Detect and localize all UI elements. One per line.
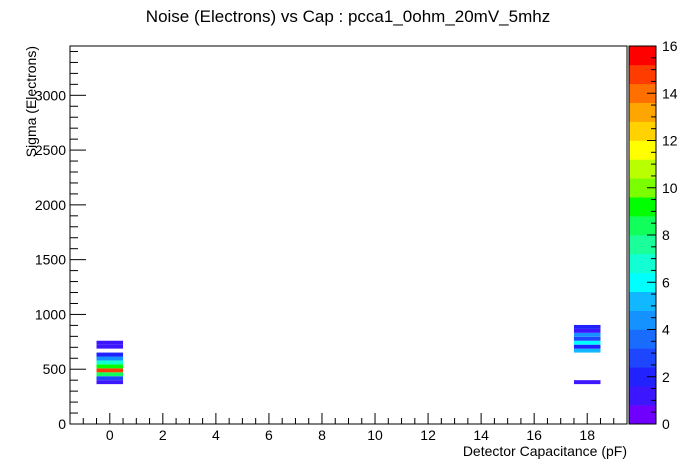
x-tick-label: 16 bbox=[526, 427, 542, 443]
color-scale-swatch bbox=[629, 197, 656, 217]
heatmap-bin bbox=[573, 336, 601, 341]
heatmap-bin bbox=[96, 356, 124, 361]
color-scale-swatch bbox=[629, 178, 656, 198]
color-scale-swatch bbox=[629, 64, 656, 85]
heatmap-bin bbox=[573, 340, 601, 345]
color-scale-swatch bbox=[629, 405, 656, 425]
x-axis: 0 2 4 6 8 10 12 14 16 18 bbox=[82, 413, 615, 443]
color-scale-swatch bbox=[629, 329, 656, 349]
color-scale-swatch bbox=[629, 386, 656, 406]
y-tick-label: 500 bbox=[43, 361, 67, 377]
heatmap-bin bbox=[573, 348, 601, 353]
x-tick-label: 12 bbox=[420, 427, 436, 443]
color-scale-swatch bbox=[629, 121, 656, 141]
x-axis-label: Detector Capacitance (pF) bbox=[463, 443, 627, 459]
color-scale-swatch bbox=[629, 253, 656, 274]
x-tick-label: 2 bbox=[159, 427, 167, 443]
z-tick-label: 14 bbox=[662, 85, 678, 101]
x-tick-label: 14 bbox=[473, 427, 489, 443]
color-scale-swatch bbox=[629, 310, 656, 330]
x-tick-label: 8 bbox=[318, 427, 326, 443]
x-tick-label: 6 bbox=[265, 427, 273, 443]
heatmap-bin bbox=[573, 324, 601, 329]
x-tick-label: 4 bbox=[212, 427, 220, 443]
chart-title: Noise (Electrons) vs Cap : pcca1_0ohm_20… bbox=[146, 7, 550, 26]
heatmap-bin bbox=[96, 352, 124, 357]
z-tick-label: 4 bbox=[662, 322, 670, 338]
heatmap-bin bbox=[96, 344, 124, 349]
heatmap-bin bbox=[96, 372, 124, 377]
color-scale-swatch bbox=[629, 140, 656, 160]
x-tick-label: 10 bbox=[367, 427, 383, 443]
y-tick-label: 3000 bbox=[35, 87, 66, 103]
color-scale-swatch bbox=[629, 291, 656, 311]
color-scale: 0 2 4 6 8 10 12 14 16 bbox=[628, 38, 678, 432]
z-tick-label: 16 bbox=[662, 38, 678, 54]
color-scale-swatch bbox=[629, 272, 656, 292]
color-scale-swatch bbox=[629, 102, 656, 122]
y-tick-label: 2500 bbox=[35, 142, 66, 158]
z-tick-label: 8 bbox=[662, 227, 670, 243]
y-tick-label: 2000 bbox=[35, 197, 66, 213]
color-scale-swatch bbox=[629, 216, 656, 236]
heatmap-bin bbox=[96, 364, 124, 369]
y-tick-label: 0 bbox=[58, 416, 66, 432]
y-tick-label: 1000 bbox=[35, 306, 66, 322]
heatmap-bin bbox=[573, 344, 601, 349]
heatmap-bin bbox=[573, 332, 601, 337]
plot-area bbox=[69, 45, 628, 425]
x-tick-label: 18 bbox=[579, 427, 595, 443]
z-tick-label: 0 bbox=[662, 416, 670, 432]
color-scale-swatch bbox=[629, 367, 656, 387]
x-tick-label: 0 bbox=[106, 427, 114, 443]
heatmap-bin bbox=[96, 360, 124, 365]
heatmap-bin bbox=[96, 376, 124, 381]
z-tick-label: 6 bbox=[662, 274, 670, 290]
y-axis: 0 500 1000 1500 2000 2500 3000 bbox=[35, 50, 86, 432]
color-scale-swatch bbox=[629, 46, 656, 66]
heatmap-bin bbox=[96, 340, 124, 345]
color-scale-swatch bbox=[629, 83, 656, 103]
heatmap-bin bbox=[573, 380, 601, 385]
y-tick-label: 1500 bbox=[35, 252, 66, 268]
z-tick-label: 12 bbox=[662, 133, 678, 149]
color-scale-swatch bbox=[629, 235, 656, 255]
heatmap-bin bbox=[96, 380, 124, 385]
heatmap-bins bbox=[96, 324, 601, 385]
color-scale-swatch bbox=[629, 159, 656, 179]
y-axis-label: Sigma (Electrons) bbox=[23, 46, 39, 157]
heatmap-bin bbox=[573, 328, 601, 333]
heatmap-bin bbox=[96, 368, 124, 373]
color-scale-swatch bbox=[629, 348, 656, 368]
z-tick-label: 10 bbox=[662, 180, 678, 196]
z-tick-label: 2 bbox=[662, 369, 670, 385]
